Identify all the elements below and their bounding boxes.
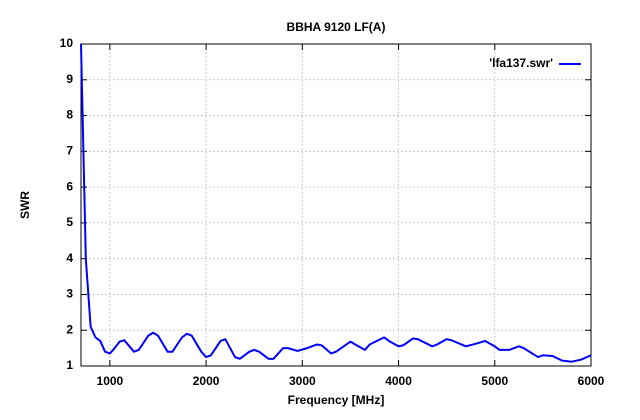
x-tick-label: 5000: [481, 374, 508, 388]
y-tick-label: 1: [66, 358, 73, 372]
y-tick-label: 5: [66, 215, 73, 229]
x-tick-label: 3000: [289, 374, 316, 388]
x-axis-label: Frequency [MHz]: [288, 393, 385, 407]
data-line: [80, 43, 592, 363]
chart-title: BBHA 9120 LF(A): [287, 20, 386, 34]
y-tick-label: 7: [66, 144, 73, 158]
y-tick-label: 3: [66, 287, 73, 301]
y-tick-label: 4: [66, 251, 73, 265]
y-axis-label: SWR: [18, 191, 32, 219]
legend-label: 'lfa137.swr': [489, 56, 553, 70]
y-tick-label: 10: [60, 36, 74, 50]
x-tick-label: 6000: [578, 374, 605, 388]
y-tick-label: 8: [66, 108, 73, 122]
x-tick-label: 1000: [97, 374, 124, 388]
x-tick-label: 4000: [385, 374, 412, 388]
plot-frame: [80, 43, 592, 367]
x-tick-label: 2000: [193, 374, 220, 388]
y-tick-label: 6: [66, 179, 73, 193]
y-tick-label: 2: [66, 322, 73, 336]
y-tick-label: 9: [66, 72, 73, 86]
